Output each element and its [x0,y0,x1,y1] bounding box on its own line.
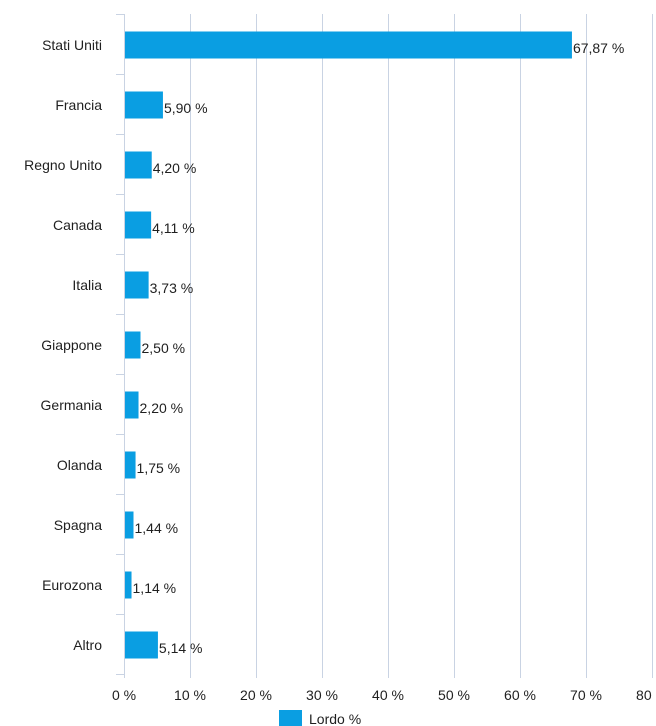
grid-lines [190,14,653,678]
category-label: Eurozona [42,577,102,593]
y-axis [116,14,125,678]
bar[interactable] [125,631,158,659]
data-label: 2,50 % [142,340,186,356]
bar[interactable] [125,91,163,119]
x-tick-label: 40 % [372,687,404,703]
bar[interactable] [125,151,152,179]
data-labels: 67,87 % 5,90 % 4,20 % 4,11 % 3,73 % 2,50 % 2,2… [133,40,625,656]
data-label: 5,14 % [159,640,203,656]
category-label: Spagna [54,517,102,533]
bar[interactable] [125,451,136,479]
category-label: Olanda [57,457,102,473]
category-label: Germania [41,397,103,413]
data-label: 1,44 % [135,520,179,536]
category-labels: Stati Uniti Francia Regno Unito Canada Itali… [24,37,102,653]
legend[interactable]: Lordo % [279,710,361,726]
category-label: Francia [55,97,102,113]
category-label: Giappone [41,337,102,353]
category-label: Altro [73,637,102,653]
data-label: 1,14 % [133,580,177,596]
x-tick-label: 10 % [174,687,206,703]
bars [125,31,572,659]
x-tick-label: 70 % [570,687,602,703]
data-label: 67,87 % [573,40,624,56]
data-label: 4,20 % [153,160,197,176]
x-tick-label: 0 % [112,687,136,703]
x-tick-label: 30 % [306,687,338,703]
bar[interactable] [125,391,139,419]
x-tick-label: 50 % [438,687,470,703]
category-label: Italia [72,277,102,293]
category-label: Regno Unito [24,157,102,173]
bar[interactable] [125,211,152,239]
x-tick-label: 60 % [504,687,536,703]
x-tick-label: 20 % [240,687,272,703]
category-label: Canada [53,217,102,233]
bar[interactable] [125,31,572,59]
data-label: 5,90 % [164,100,208,116]
bar[interactable] [125,271,149,299]
bar[interactable] [125,571,132,599]
legend-swatch[interactable] [279,710,302,726]
x-tick-label: 80 % [636,687,656,703]
x-tick-labels: 0 % 10 % 20 % 30 % 40 % 50 % 60 % 70 % 80 % [112,687,656,703]
data-label: 4,11 % [152,220,195,236]
data-label: 2,20 % [140,400,184,416]
bar[interactable] [125,331,141,359]
legend-label[interactable]: Lordo % [309,711,361,726]
category-label: Stati Uniti [42,37,102,53]
data-label: 3,73 % [150,280,194,296]
bar[interactable] [125,511,134,539]
data-label: 1,75 % [137,460,181,476]
